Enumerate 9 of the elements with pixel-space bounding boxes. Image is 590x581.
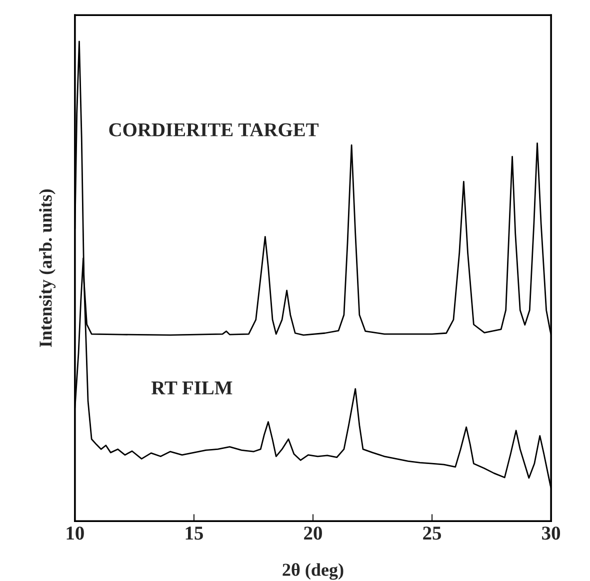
y-axis-title: Intensity (arb. units) [39, 189, 56, 348]
x-tick-label: 10 [66, 526, 84, 540]
x-tick-label: 30 [542, 526, 560, 540]
x-axis-title: 2θ (deg) [282, 563, 344, 580]
x-tick-label: 15 [186, 526, 203, 540]
annotation: CORDIERITE TARGET [109, 123, 319, 136]
annotation: RT FILM [151, 382, 232, 394]
x-tick-label: 20 [304, 526, 322, 540]
x-tick-label: 25 [423, 526, 442, 540]
